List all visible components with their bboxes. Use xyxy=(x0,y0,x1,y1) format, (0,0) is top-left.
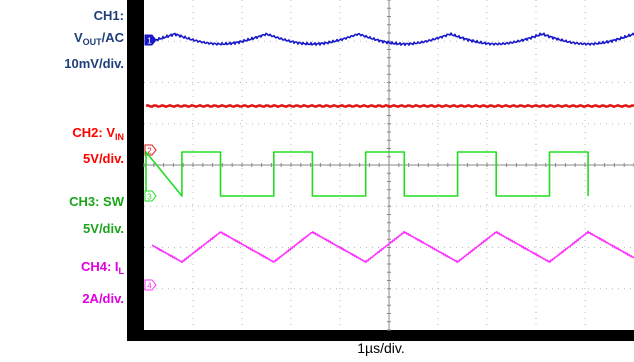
ch2-marker-text: 2 xyxy=(147,147,152,156)
ch3-scale: 5V/div. xyxy=(83,221,124,236)
ch4-name: CH4: IL xyxy=(80,259,124,276)
ch3-marker: 3 xyxy=(144,190,157,202)
scope-plot: 1 2 3 4 xyxy=(143,0,634,331)
ch3-name: CH3: SW xyxy=(69,194,124,209)
ch4-marker-text: 4 xyxy=(147,282,152,291)
ch1-signal: VOUT/AC xyxy=(73,30,124,47)
ch2-scale: 5V/div. xyxy=(83,151,124,166)
ch1-trace xyxy=(146,32,634,47)
ch4-marker: 4 xyxy=(144,279,157,291)
ch1-label: CH1: VOUT/AC 10mV/div. xyxy=(64,5,124,75)
ch2-name: CH2: VIN xyxy=(72,125,124,142)
ch3-marker-text: 3 xyxy=(147,193,152,202)
ch2-trace xyxy=(145,104,634,108)
ch2-label: CH2: VIN 5V/div. xyxy=(72,122,124,170)
ch4-label: CH4: IL 2A/div. xyxy=(81,253,124,312)
ch3-trace xyxy=(145,151,589,197)
scope-screen: 1 2 3 4 xyxy=(127,0,634,341)
ch1-scale: 10mV/div. xyxy=(64,56,124,71)
ch2-marker: 2 xyxy=(144,144,157,156)
timebase-label: 1µs/div. xyxy=(357,340,405,356)
ch3-label: CH3: SW 5V/div. xyxy=(69,188,124,242)
ch4-trace xyxy=(151,230,634,264)
ch1-marker: 1 xyxy=(144,34,157,46)
ch1-marker-text: 1 xyxy=(147,37,152,46)
ch1-name: CH1: xyxy=(93,8,124,23)
ch4-scale: 2A/div. xyxy=(82,291,124,306)
